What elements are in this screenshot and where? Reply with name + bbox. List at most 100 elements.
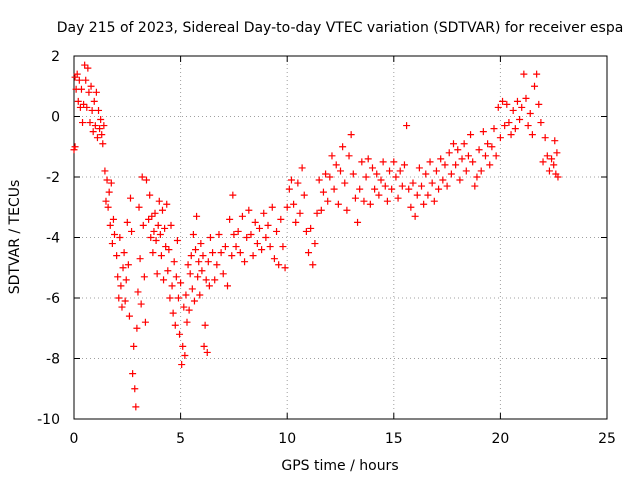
data-point xyxy=(277,215,285,223)
data-point xyxy=(100,122,108,130)
data-point xyxy=(87,82,95,90)
data-point xyxy=(400,161,408,169)
data-point xyxy=(74,97,82,105)
data-point xyxy=(168,282,176,290)
data-point xyxy=(151,209,159,217)
data-point xyxy=(266,243,274,251)
data-point xyxy=(75,76,83,84)
data-point xyxy=(119,264,127,272)
data-point xyxy=(202,276,210,284)
data-point xyxy=(337,167,344,175)
data-point xyxy=(206,234,214,241)
x-tick-label: 0 xyxy=(70,431,79,447)
data-point xyxy=(93,134,101,142)
data-point xyxy=(550,161,558,169)
data-point xyxy=(445,149,453,157)
data-point xyxy=(264,221,272,229)
data-point xyxy=(317,206,325,214)
data-point xyxy=(181,351,189,359)
data-point xyxy=(460,140,468,148)
data-point xyxy=(307,224,315,232)
data-point xyxy=(341,179,349,187)
data-point xyxy=(190,297,198,305)
data-point xyxy=(173,237,181,245)
data-point xyxy=(287,176,295,184)
data-point xyxy=(441,161,449,169)
data-point xyxy=(428,179,436,187)
data-point xyxy=(247,230,255,238)
data-point xyxy=(76,103,84,111)
data-point xyxy=(200,342,208,350)
data-point xyxy=(139,221,147,229)
data-point xyxy=(146,191,154,199)
data-point xyxy=(174,294,182,302)
data-point xyxy=(403,122,411,130)
data-point xyxy=(224,282,232,290)
data-point xyxy=(324,197,332,205)
data-point xyxy=(364,155,372,163)
data-point xyxy=(104,203,112,211)
data-point xyxy=(164,267,172,275)
data-point xyxy=(539,158,547,166)
data-point xyxy=(129,370,137,378)
data-point xyxy=(366,200,374,208)
data-point xyxy=(138,173,146,181)
data-point xyxy=(92,88,100,96)
data-point xyxy=(456,176,464,184)
data-point xyxy=(197,240,205,248)
data-point xyxy=(88,106,96,114)
data-point xyxy=(543,152,551,160)
data-point xyxy=(172,273,180,281)
data-point xyxy=(409,179,417,187)
data-point xyxy=(101,167,109,175)
data-point xyxy=(145,215,153,223)
data-point xyxy=(90,97,98,105)
data-point xyxy=(188,285,196,293)
x-tick-label: 10 xyxy=(278,431,296,447)
data-point xyxy=(167,221,175,229)
data-point xyxy=(245,206,253,214)
data-point xyxy=(251,218,259,226)
data-point xyxy=(386,167,394,175)
data-point xyxy=(516,116,524,124)
data-point xyxy=(528,131,536,139)
data-point xyxy=(383,197,391,205)
data-point xyxy=(496,134,504,142)
data-point xyxy=(102,197,110,205)
data-point xyxy=(499,97,507,105)
data-point xyxy=(83,103,91,111)
data-point xyxy=(298,164,306,172)
data-point xyxy=(114,273,122,281)
data-point xyxy=(392,173,400,181)
data-point xyxy=(462,167,470,175)
data-point xyxy=(182,291,190,299)
x-tick-label: 25 xyxy=(598,431,616,447)
data-point xyxy=(475,146,483,154)
data-point xyxy=(230,230,238,238)
data-point xyxy=(505,119,513,127)
data-point xyxy=(152,237,160,245)
data-point xyxy=(356,185,364,193)
data-point xyxy=(488,143,496,151)
data-point xyxy=(179,342,187,350)
data-point xyxy=(381,182,389,190)
data-point xyxy=(537,119,545,127)
data-point xyxy=(98,131,106,139)
data-point xyxy=(490,125,498,133)
y-tick-label: -8 xyxy=(46,352,60,368)
data-point xyxy=(253,240,261,248)
data-point xyxy=(349,170,357,178)
data-point xyxy=(477,167,485,175)
data-point xyxy=(238,212,246,220)
data-point xyxy=(241,258,249,266)
data-point xyxy=(124,261,132,269)
data-point xyxy=(486,161,494,169)
data-point xyxy=(394,194,402,202)
data-point xyxy=(142,176,150,184)
data-point xyxy=(481,152,489,160)
data-point xyxy=(132,403,140,411)
data-point xyxy=(204,258,212,266)
data-point xyxy=(115,294,123,302)
data-point xyxy=(435,185,443,193)
data-point xyxy=(229,191,237,199)
